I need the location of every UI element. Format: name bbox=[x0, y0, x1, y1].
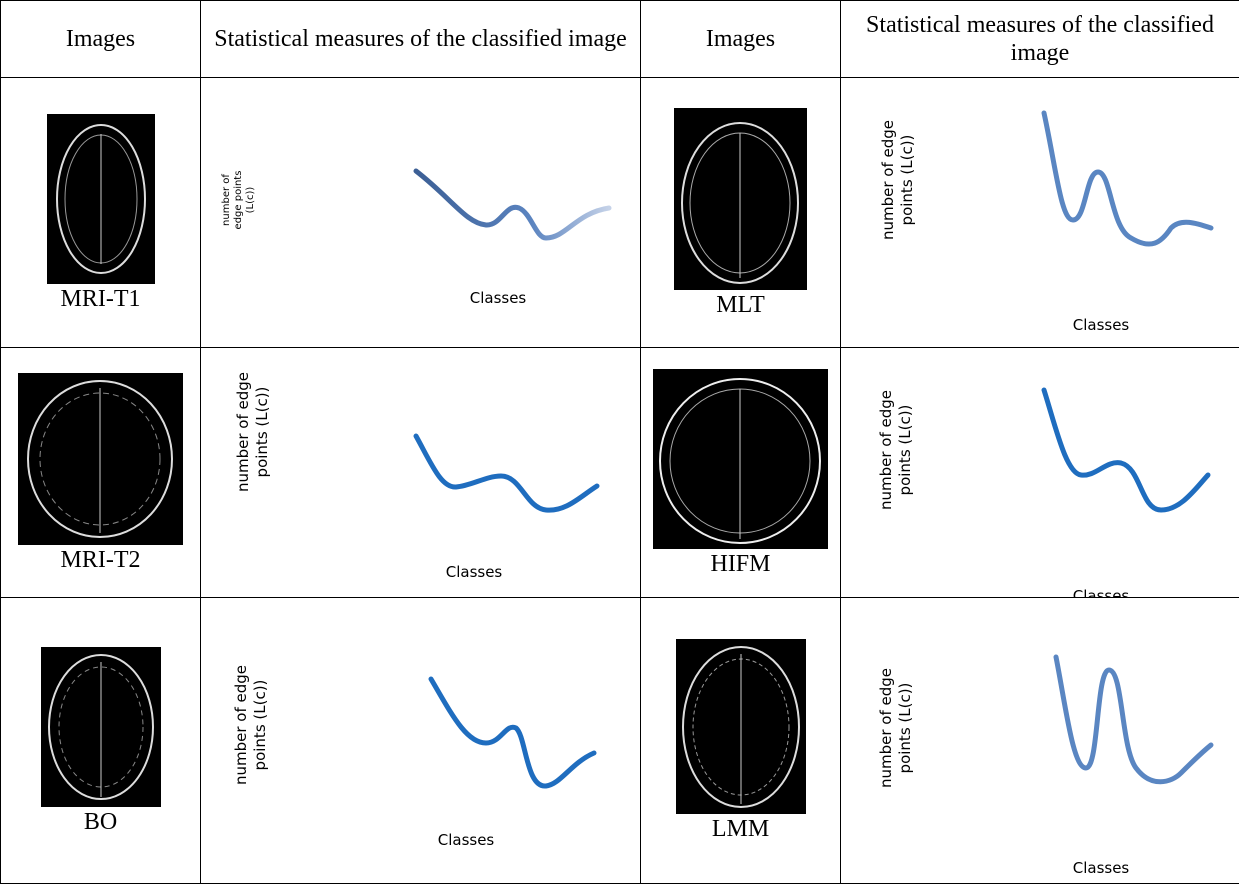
row: MRI-T2 number of edge points (L(c)) Clas… bbox=[0, 347, 1239, 598]
image-label: MRI-T2 bbox=[60, 546, 141, 573]
x-axis-label: Classes bbox=[1072, 587, 1130, 597]
y-axis-label: number of edge points (L(c)) bbox=[232, 664, 269, 786]
header-cell: Images bbox=[640, 0, 841, 78]
y-axis-label: number of edge points (L(c)) bbox=[877, 667, 914, 789]
y-axis-label: number of edge points (L(c)) bbox=[221, 170, 256, 230]
x-axis-label: Classes bbox=[437, 831, 495, 849]
image-cell: LMM bbox=[640, 597, 841, 884]
header-cell: Statistical measures of the classified i… bbox=[840, 0, 1239, 78]
chart-cell: number of edge points (L(c)) Classes bbox=[200, 77, 641, 348]
image-label: MLT bbox=[716, 291, 765, 318]
image-cell: MRI-T2 bbox=[0, 347, 201, 598]
curve bbox=[1041, 387, 1211, 513]
brain-image bbox=[675, 639, 806, 814]
x-axis-label: Classes bbox=[1072, 859, 1130, 877]
curve bbox=[428, 676, 597, 789]
curve bbox=[1053, 654, 1214, 785]
image-label: BO bbox=[83, 808, 118, 835]
image-cell: MLT bbox=[640, 77, 841, 348]
y-axis-label: number of edge points (L(c)) bbox=[234, 371, 271, 493]
x-axis-label: Classes bbox=[469, 289, 527, 307]
header-row: Images Statistical measures of the class… bbox=[0, 0, 1239, 78]
chart-cell: number of edge points (L(c)) Classes bbox=[200, 597, 641, 884]
chart-cell: number of edge points (L(c)) Classes bbox=[840, 77, 1239, 348]
brain-image bbox=[46, 113, 155, 284]
curve bbox=[1041, 110, 1214, 247]
y-axis-label: number of edge points (L(c)) bbox=[877, 389, 914, 511]
x-axis-label: Classes bbox=[1072, 316, 1130, 334]
image-label: HIFM bbox=[710, 550, 771, 577]
header-cell: Images bbox=[0, 0, 201, 78]
image-cell: HIFM bbox=[640, 347, 841, 598]
brain-image bbox=[18, 372, 183, 545]
row: MRI-T1 number of edge points (L(c)) Clas… bbox=[0, 77, 1239, 348]
x-axis-label: Classes bbox=[445, 563, 503, 581]
chart-cell: number of edge points (L(c)) Classes bbox=[200, 347, 641, 598]
row: BO number of edge points (L(c)) Classes … bbox=[0, 597, 1239, 884]
image-label: MRI-T1 bbox=[60, 285, 141, 312]
chart-cell: number of edge points (L(c)) Classes bbox=[840, 597, 1239, 884]
y-axis-label: number of edge points (L(c)) bbox=[879, 119, 916, 241]
header-cell: Statistical measures of the classified i… bbox=[200, 0, 641, 78]
curve bbox=[413, 168, 612, 241]
chart-cell: number of edge points (L(c)) Classes bbox=[840, 347, 1239, 598]
brain-image bbox=[674, 107, 807, 290]
brain-image bbox=[40, 646, 161, 807]
curve bbox=[413, 433, 600, 513]
image-label: LMM bbox=[711, 816, 770, 842]
brain-image bbox=[653, 368, 828, 549]
image-cell: BO bbox=[0, 597, 201, 884]
image-cell: MRI-T1 bbox=[0, 77, 201, 348]
